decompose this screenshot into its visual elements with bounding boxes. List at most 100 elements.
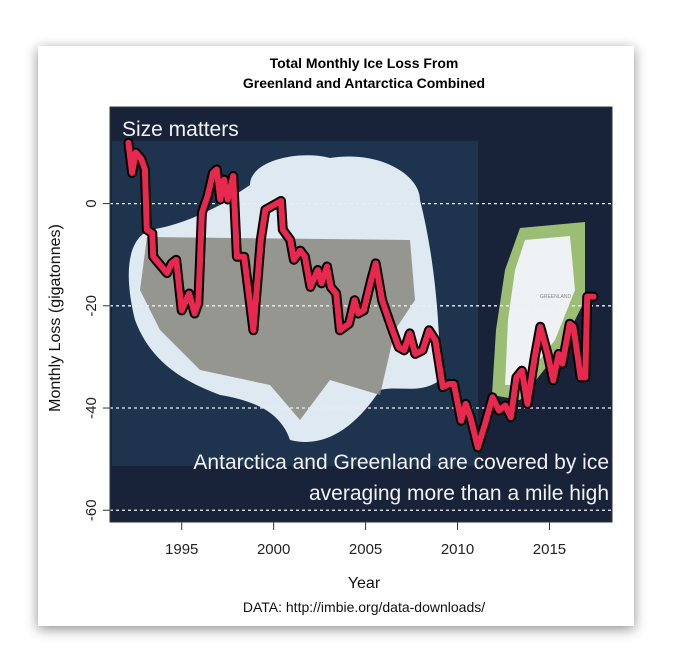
data-point (330, 286, 332, 288)
data-point (398, 346, 400, 348)
y-tick-label: -20 (83, 295, 100, 317)
data-point (140, 158, 142, 160)
data-point (152, 256, 154, 258)
data-point (293, 259, 295, 261)
data-point (282, 229, 284, 231)
y-axis-label: Monthly Loss (gigatonnes) (47, 224, 64, 412)
annotation-line-1: Antarctica and Greenland are covered by … (193, 451, 609, 474)
x-tick-label: 2015 (533, 541, 566, 558)
data-point (320, 282, 322, 284)
data-point (181, 309, 183, 311)
data-point (317, 269, 319, 271)
data-point (477, 446, 479, 448)
data-point (144, 168, 146, 170)
data-point (194, 312, 196, 314)
data-point (409, 332, 411, 334)
data-point (484, 423, 486, 425)
chart-title-line-1: Total Monthly Ice Loss From (270, 55, 459, 71)
data-point (309, 286, 311, 288)
data-point (375, 262, 377, 264)
data-point (572, 326, 574, 328)
data-point (547, 353, 549, 355)
data-point (348, 323, 350, 325)
data-point (212, 172, 214, 174)
data-point (586, 296, 588, 298)
data-point (403, 349, 405, 351)
data-point (135, 151, 137, 153)
x-tick-label: 1995 (165, 541, 198, 558)
annotation-line-2: averaging more than a mile high (309, 482, 609, 505)
axes: 0 -20 -40 -60 1995 2000 2005 2010 2015 (83, 199, 566, 558)
data-point (166, 272, 168, 274)
data-point (171, 262, 173, 264)
data-line (123, 137, 599, 453)
data-point (252, 329, 254, 331)
data-point (526, 403, 528, 405)
y-tick-label: -60 (83, 499, 100, 521)
x-tick-label: 2000 (257, 541, 290, 558)
plot-frame (109, 106, 613, 523)
data-point (151, 232, 153, 234)
data-point (414, 353, 416, 355)
data-point (510, 416, 512, 418)
annotation-size-matters: Size matters (122, 118, 239, 141)
data-point (561, 363, 563, 365)
data-point (127, 142, 129, 144)
data-point (131, 172, 133, 174)
data-point (584, 376, 586, 378)
data-point (370, 279, 372, 281)
data-point (223, 179, 225, 181)
data-point (339, 329, 341, 331)
data-point (453, 383, 455, 385)
data-point (354, 299, 356, 301)
data-point (216, 168, 218, 170)
data-point (227, 199, 229, 201)
data-point (498, 410, 500, 412)
x-tick-label: 2005 (349, 541, 382, 558)
data-point (197, 302, 199, 304)
data-point (521, 370, 523, 372)
data-point (580, 376, 582, 378)
data-point (593, 296, 595, 298)
data-point (448, 383, 450, 385)
data-point (232, 175, 234, 177)
data-point (335, 293, 337, 295)
y-tick-label: -40 (83, 397, 100, 419)
data-point (243, 256, 245, 258)
data-point (304, 256, 306, 258)
data-point (260, 239, 262, 241)
data-point (504, 404, 506, 406)
data-point (201, 212, 203, 214)
data-point (264, 209, 266, 211)
data-point (534, 356, 536, 358)
data-point (569, 323, 571, 325)
data-point (390, 326, 392, 328)
data-point (271, 205, 273, 207)
usa-shape (140, 237, 415, 420)
data-point (160, 265, 162, 267)
data-point (363, 309, 365, 311)
data-source: DATA: http://imbie.org/data-downloads/ (243, 599, 485, 615)
data-point (515, 376, 517, 378)
y-tick-label: 0 (83, 199, 100, 207)
data-point (175, 259, 177, 261)
chart-title-line-2: Greenland and Antarctica Combined (243, 75, 485, 91)
data-point (219, 199, 221, 201)
x-axis-label: Year (348, 575, 381, 592)
data-point (442, 386, 444, 388)
data-point (326, 265, 328, 267)
data-point (146, 229, 148, 231)
data-point (558, 353, 560, 355)
data-point (465, 403, 467, 405)
data-point (236, 256, 238, 258)
data-point (188, 293, 190, 295)
x-tick-label: 2010 (441, 541, 474, 558)
data-point (469, 416, 471, 418)
data-point (422, 349, 424, 351)
data-point (280, 200, 282, 202)
data-point (491, 396, 493, 398)
data-point (299, 250, 301, 252)
data-point (206, 195, 208, 197)
data-point (289, 239, 291, 241)
